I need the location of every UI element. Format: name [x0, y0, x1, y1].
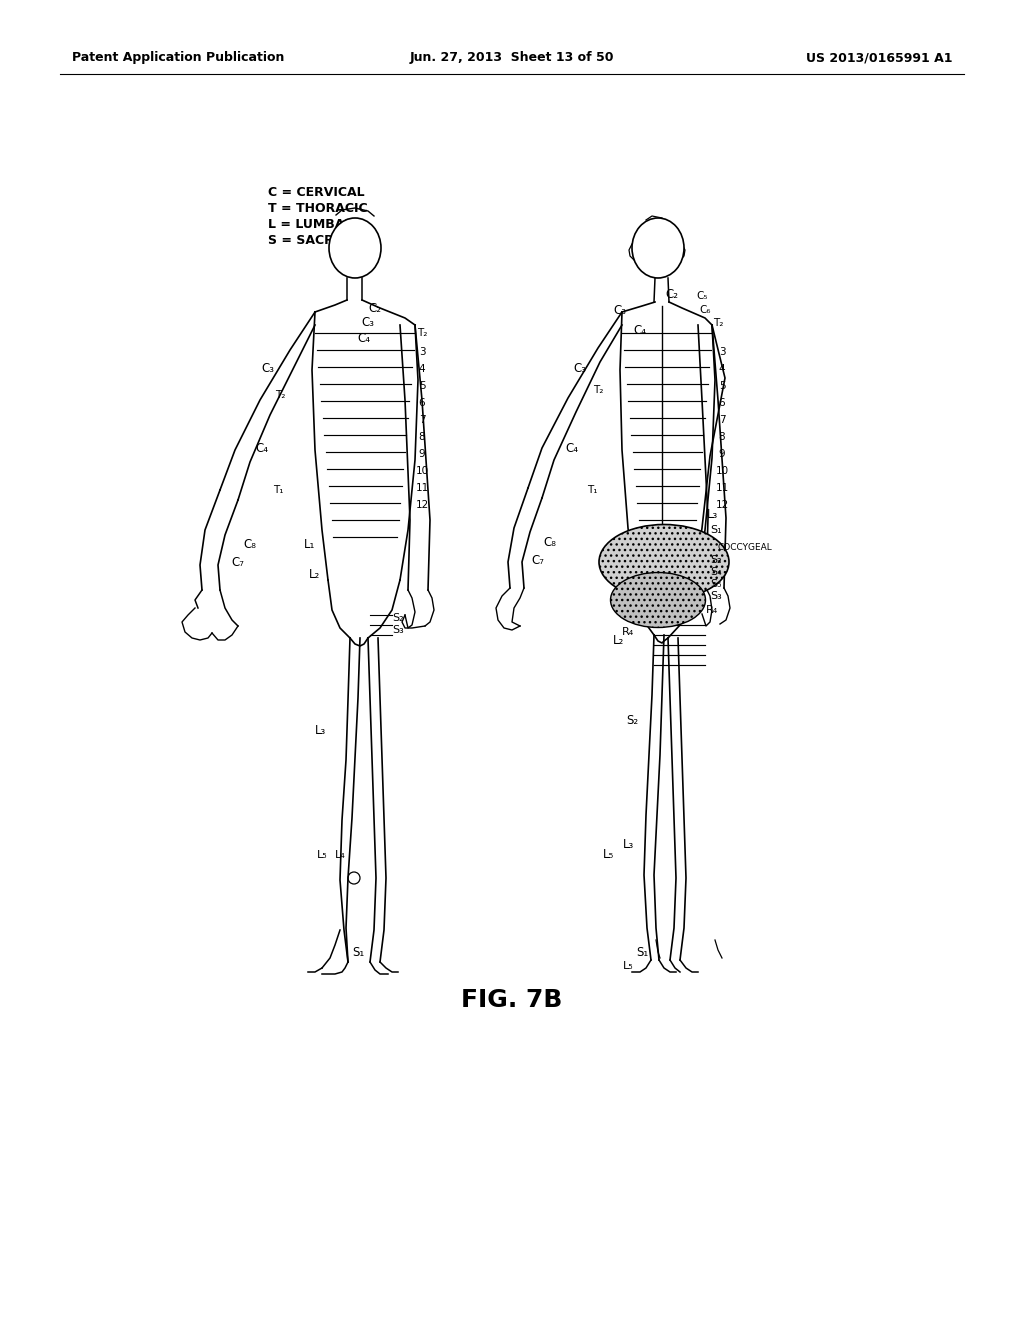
Text: T₂: T₂: [274, 389, 286, 400]
Text: 8: 8: [419, 432, 425, 442]
Text: T = THORACIC: T = THORACIC: [268, 202, 368, 215]
Text: 6: 6: [719, 399, 725, 408]
Text: T₂: T₂: [713, 318, 723, 327]
Text: S₂: S₂: [626, 714, 638, 726]
Text: S₁: S₁: [711, 525, 722, 535]
Text: L₃: L₃: [707, 508, 718, 521]
Text: S₄: S₄: [711, 568, 722, 577]
Text: C₇: C₇: [531, 553, 545, 566]
Text: T₁: T₁: [587, 484, 597, 495]
Text: 10: 10: [716, 466, 728, 477]
Text: L₃: L₃: [314, 723, 326, 737]
Text: C₃: C₃: [613, 304, 627, 317]
Text: 4: 4: [719, 364, 725, 374]
Text: R₄: R₄: [622, 627, 634, 638]
Text: C₄: C₄: [256, 441, 268, 454]
Text: L₄: L₄: [335, 850, 345, 861]
Text: FIG. 7B: FIG. 7B: [462, 987, 562, 1012]
Text: 7: 7: [719, 414, 725, 425]
Ellipse shape: [599, 524, 729, 599]
Text: C₂: C₂: [666, 289, 679, 301]
Text: 3: 3: [419, 347, 425, 356]
Text: C₃: C₃: [261, 362, 274, 375]
Text: 9: 9: [719, 449, 725, 459]
Ellipse shape: [632, 218, 684, 279]
Text: Jun. 27, 2013  Sheet 13 of 50: Jun. 27, 2013 Sheet 13 of 50: [410, 51, 614, 65]
Text: 12: 12: [416, 500, 429, 510]
Text: S₂: S₂: [711, 554, 722, 565]
Text: COCCYGEAL: COCCYGEAL: [718, 544, 773, 553]
Text: S₅: S₅: [711, 579, 722, 589]
Text: C = CERVICAL: C = CERVICAL: [268, 186, 365, 199]
Text: C₃: C₃: [361, 317, 375, 330]
Text: C₄: C₄: [565, 441, 579, 454]
Text: 12: 12: [716, 500, 729, 510]
Text: T₂: T₂: [417, 327, 427, 338]
Text: C₄: C₄: [634, 323, 646, 337]
Text: S₃: S₃: [392, 624, 403, 635]
Text: 11: 11: [416, 483, 429, 492]
Text: L₂: L₂: [309, 569, 321, 582]
Text: T₂: T₂: [593, 385, 603, 395]
Text: L₅: L₅: [602, 849, 613, 862]
Text: 4: 4: [419, 364, 425, 374]
Text: S₁: S₁: [636, 945, 648, 958]
Text: US 2013/0165991 A1: US 2013/0165991 A1: [806, 51, 952, 65]
Text: 7: 7: [419, 414, 425, 425]
Text: C₇: C₇: [231, 556, 245, 569]
Text: C₈: C₈: [244, 539, 256, 552]
Text: S₃: S₃: [710, 591, 722, 601]
Text: 6: 6: [419, 399, 425, 408]
Ellipse shape: [329, 218, 381, 279]
Text: L₁: L₁: [304, 539, 315, 552]
Ellipse shape: [610, 573, 706, 627]
Text: S₂: S₂: [392, 612, 403, 623]
Text: C₃: C₃: [573, 362, 587, 375]
Text: C₄: C₄: [357, 331, 371, 345]
Text: 11: 11: [716, 483, 729, 492]
Text: R₄: R₄: [706, 605, 718, 615]
Text: T₁: T₁: [272, 484, 284, 495]
Text: Patent Application Publication: Patent Application Publication: [72, 51, 285, 65]
Text: 9: 9: [419, 449, 425, 459]
Text: C₆: C₆: [699, 305, 711, 315]
Text: S₁: S₁: [352, 945, 365, 958]
Text: L₅: L₅: [317, 850, 328, 861]
Text: S = SACRAL: S = SACRAL: [268, 235, 351, 248]
Text: 8: 8: [719, 432, 725, 442]
Text: C₂: C₂: [369, 301, 382, 314]
Text: 3: 3: [719, 347, 725, 356]
Text: L₅: L₅: [623, 961, 633, 972]
Text: 5: 5: [719, 381, 725, 391]
Text: C₈: C₈: [544, 536, 556, 549]
Text: L₃: L₃: [623, 838, 634, 851]
Text: 5: 5: [419, 381, 425, 391]
Text: 10: 10: [416, 466, 429, 477]
Text: L₂: L₂: [612, 634, 624, 647]
Text: L = LUMBAR: L = LUMBAR: [268, 219, 354, 231]
Text: C₅: C₅: [696, 290, 708, 301]
